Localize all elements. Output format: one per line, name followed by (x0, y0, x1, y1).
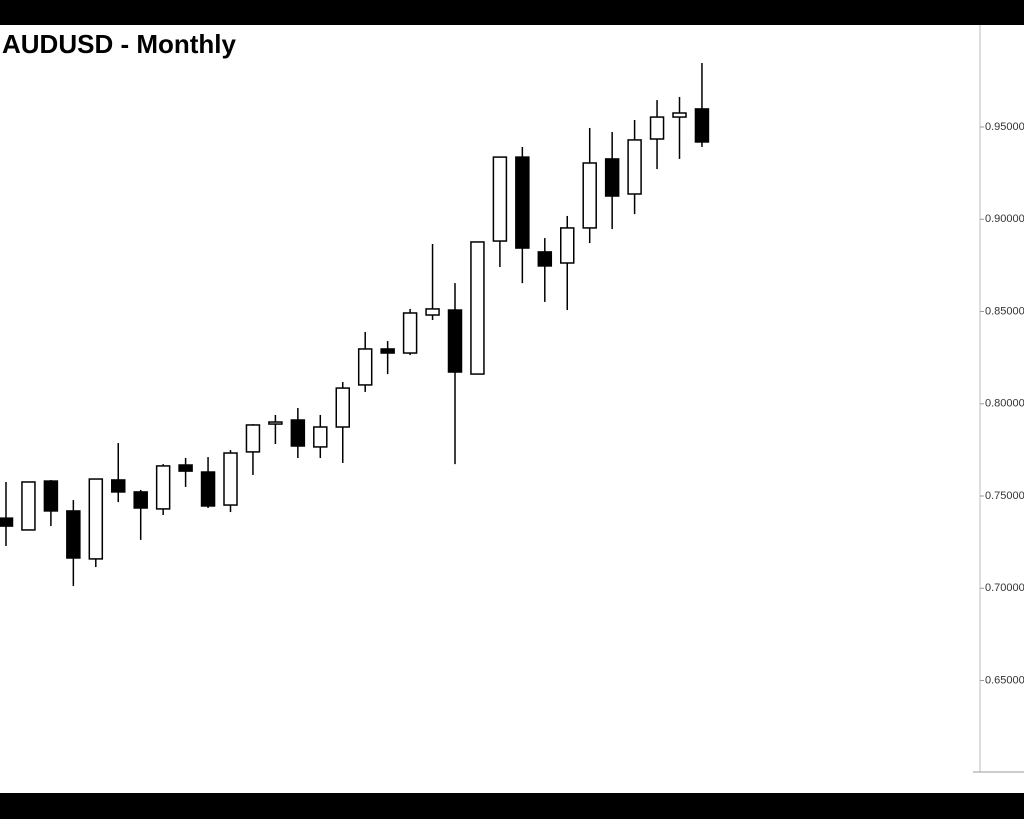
candle-body (560, 227, 575, 264)
candle-body (111, 479, 126, 493)
y-tick-label: 0.90000 (985, 213, 1024, 225)
y-tick-label: 0.80000 (985, 398, 1024, 410)
candle-body (88, 478, 104, 560)
candle-body (66, 510, 81, 559)
candle-body (313, 426, 328, 448)
candle-body (447, 309, 463, 373)
candle-body (425, 308, 440, 316)
candle-body (43, 480, 59, 512)
candle-body (0, 517, 14, 527)
y-tick-label: 0.70000 (985, 582, 1024, 594)
bottom-bar (0, 793, 1024, 819)
chart-title: AUDUSD - Monthly (2, 29, 237, 59)
candle-body (627, 139, 642, 195)
candle-body (290, 419, 306, 447)
candle-body (582, 162, 597, 229)
candle-body (537, 251, 553, 267)
candle-body (402, 312, 418, 354)
candle-body (268, 421, 283, 425)
y-tick-label: 0.75000 (985, 490, 1024, 502)
candle-body (470, 241, 485, 375)
candle-body (200, 471, 216, 507)
y-tick-label: 0.85000 (985, 305, 1024, 317)
candle-body (178, 464, 193, 472)
candle-body (672, 112, 687, 118)
candle-body (649, 116, 665, 140)
y-tick-label: 0.65000 (985, 674, 1024, 686)
candle-body (335, 387, 350, 428)
candle-body (223, 452, 238, 506)
candle-body (357, 348, 373, 386)
top-bar (0, 0, 1024, 25)
candle-body (155, 465, 171, 510)
candle-body (133, 491, 148, 509)
candle-body (380, 348, 395, 354)
candle-body (245, 424, 261, 453)
candle-body (515, 156, 530, 249)
y-tick-label: 0.95000 (985, 121, 1024, 133)
candle-body (21, 481, 36, 531)
plot-background (0, 25, 1024, 793)
candle-body (492, 156, 508, 242)
candle-body (604, 158, 620, 197)
candle-body (694, 108, 710, 143)
